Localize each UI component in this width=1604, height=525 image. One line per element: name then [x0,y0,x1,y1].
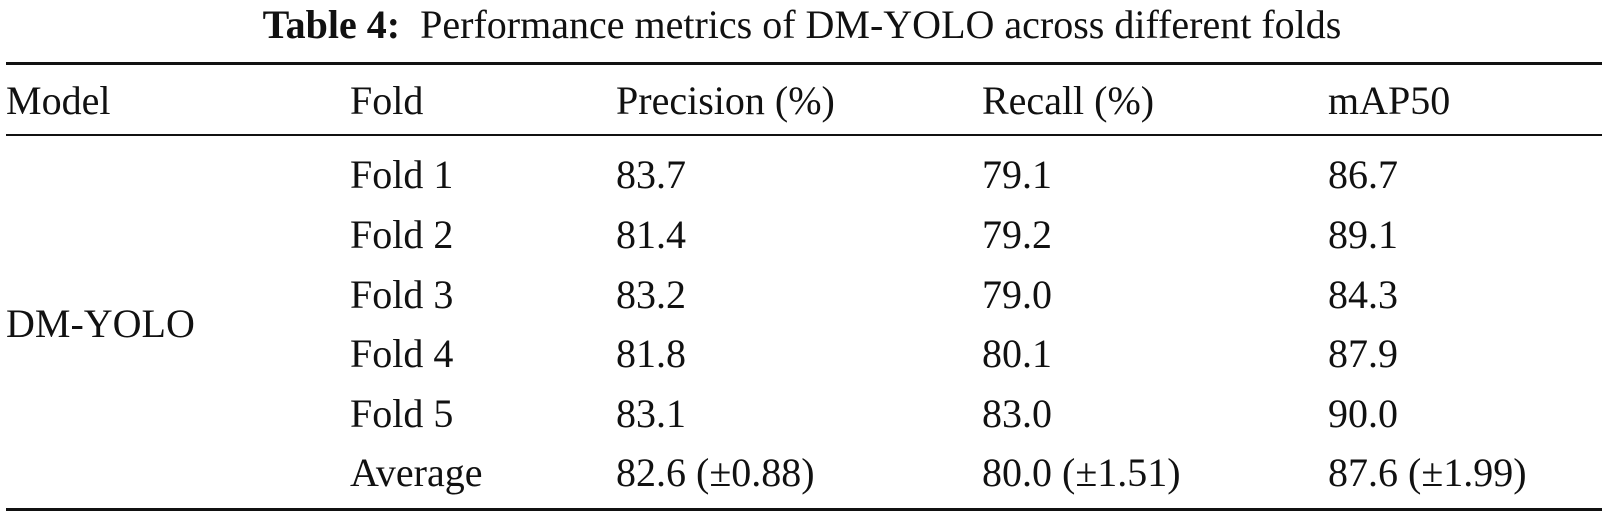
precision-cell: 83.7 [616,152,686,197]
table-header-rule [6,134,1602,136]
fold-cell: Fold 1 [350,152,454,197]
recall-cell: 79.2 [982,212,1052,257]
table-bottom-rule [6,508,1602,511]
map50-cell: 87.9 [1328,331,1398,376]
recall-cell: 80.0 (±1.51) [982,450,1181,495]
header-precision: Precision (%) [616,78,835,123]
recall-cell: 83.0 [982,391,1052,436]
fold-cell: Fold 5 [350,391,454,436]
map50-cell: 84.3 [1328,272,1398,317]
model-name-cell: DM-YOLO [6,301,195,346]
fold-cell: Average [350,450,483,495]
map50-cell: 89.1 [1328,212,1398,257]
header-recall: Recall (%) [982,78,1155,123]
table-caption: Table 4: Performance metrics of DM-YOLO … [0,0,1604,58]
map50-cell: 87.6 (±1.99) [1328,450,1527,495]
precision-cell: 81.8 [616,331,686,376]
precision-cell: 83.2 [616,272,686,317]
recall-cell: 79.1 [982,152,1052,197]
precision-cell: 83.1 [616,391,686,436]
recall-cell: 79.0 [982,272,1052,317]
fold-cell: Fold 3 [350,272,454,317]
precision-cell: 81.4 [616,212,686,257]
table-top-rule [6,62,1602,65]
fold-cell: Fold 2 [350,212,454,257]
fold-cell: Fold 4 [350,331,454,376]
header-map50: mAP50 [1328,78,1451,123]
table-caption-label: Table 4: [262,2,401,47]
recall-cell: 80.1 [982,331,1052,376]
header-model: Model [6,78,111,123]
header-fold: Fold [350,78,424,123]
precision-cell: 82.6 (±0.88) [616,450,815,495]
table-caption-text: Performance metrics of DM-YOLO across di… [420,2,1342,47]
map50-cell: 86.7 [1328,152,1398,197]
map50-cell: 90.0 [1328,391,1398,436]
